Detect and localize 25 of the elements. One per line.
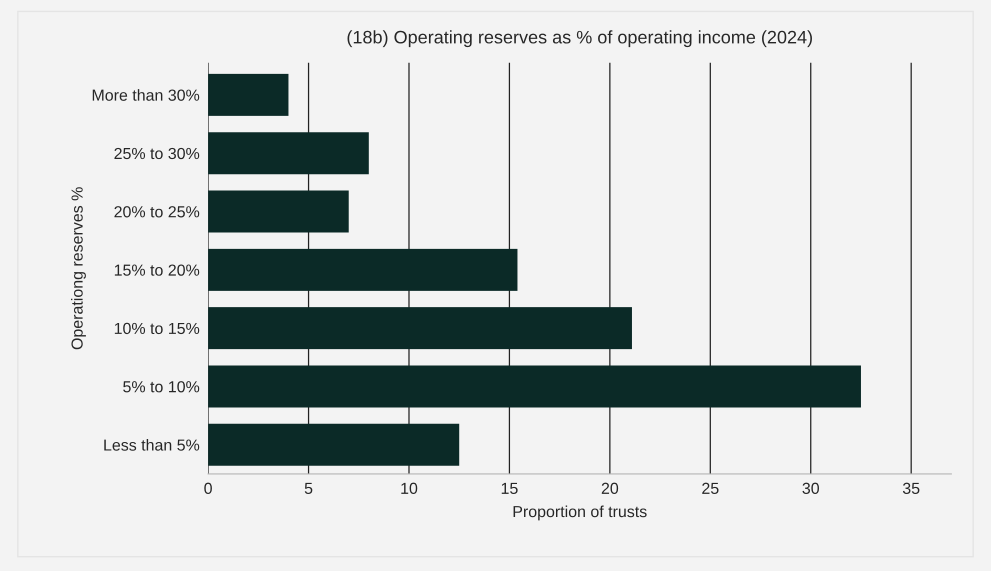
bar [208, 132, 369, 174]
bar [208, 365, 861, 408]
x-tick-label: 35 [902, 482, 920, 494]
y-tick-label: More than 30% [92, 89, 200, 101]
x-tick-label: 5 [304, 482, 312, 494]
y-tick-label: 25% to 30% [114, 148, 200, 160]
x-axis-title: Proportion of trusts [514, 505, 647, 520]
y-tick-label: 10% to 15% [114, 322, 200, 334]
bar [208, 248, 518, 291]
x-tick-label: 15 [502, 482, 518, 494]
y-tick-label: Less than 5% [104, 438, 200, 451]
chart-title: (18b) Operating reserves as % of operating income (2024) [348, 30, 812, 48]
x-tick-label: 10 [401, 482, 418, 494]
bar [208, 307, 632, 350]
x-tick-label: 25 [702, 482, 719, 494]
x-tick-label: 0 [204, 482, 212, 494]
bar [208, 74, 288, 116]
y-tick-label: 5% to 10% [123, 381, 200, 392]
y-tick-label: 15% to 20% [114, 264, 200, 276]
bar [208, 190, 349, 233]
x-tick-label: 20 [602, 482, 618, 494]
x-tick-label: 30 [802, 482, 820, 494]
y-tick-label: 20% to 25% [114, 206, 200, 218]
y-axis-title: Operationg reserves % [71, 187, 86, 350]
bar [208, 424, 460, 466]
